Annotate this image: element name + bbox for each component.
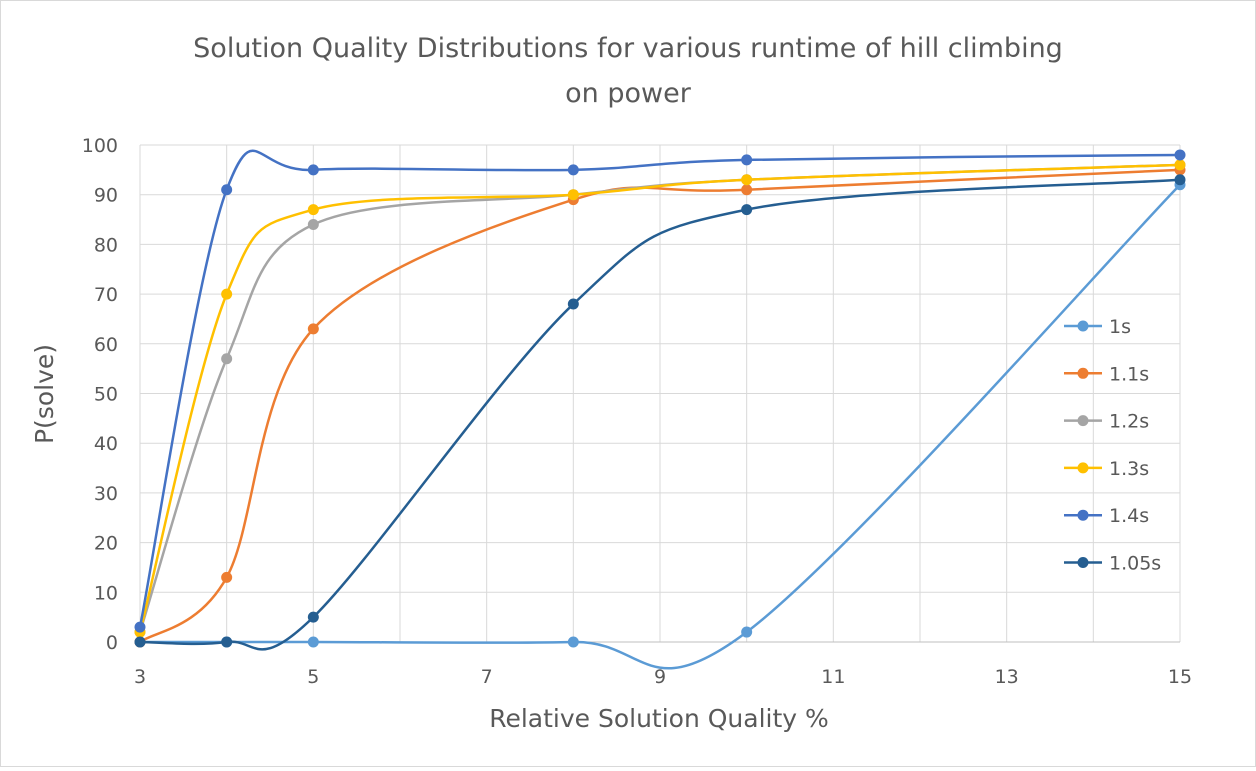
y-tick-label: 20 bbox=[94, 533, 118, 555]
x-axis-label: Relative Solution Quality % bbox=[489, 704, 829, 733]
y-tick-label: 30 bbox=[94, 483, 118, 505]
chart-title-line-2: on power bbox=[565, 78, 692, 109]
x-tick-label: 11 bbox=[821, 666, 845, 688]
x-tick-label: 9 bbox=[654, 666, 666, 688]
legend-label: 1.4s bbox=[1109, 505, 1149, 527]
legend-marker bbox=[1077, 415, 1089, 427]
data-point bbox=[1174, 149, 1186, 161]
data-point bbox=[307, 611, 319, 623]
x-tick-label: 7 bbox=[481, 666, 493, 688]
data-point bbox=[567, 189, 579, 201]
legend-item: 1.1s bbox=[1064, 363, 1149, 385]
y-axis-label: P(solve) bbox=[30, 344, 59, 444]
data-point bbox=[741, 626, 753, 638]
data-point bbox=[221, 353, 233, 365]
series-line bbox=[138, 163, 1181, 633]
data-point bbox=[221, 636, 233, 648]
legend-marker bbox=[1077, 462, 1089, 474]
axis-ticks: 0 10 20 30 40 50 60 70 80 90 100 3 5 7 9 11 13 15 bbox=[82, 135, 1192, 688]
data-point bbox=[1174, 159, 1186, 171]
data-point bbox=[567, 164, 579, 176]
data-point bbox=[307, 219, 319, 231]
y-tick-label: 80 bbox=[94, 234, 118, 256]
data-point bbox=[307, 636, 319, 648]
legend-label: 1.3s bbox=[1109, 458, 1149, 480]
legend-marker bbox=[1077, 557, 1089, 568]
legend-marker bbox=[1077, 509, 1089, 521]
y-tick-label: 10 bbox=[94, 582, 118, 604]
legend-label: 1s bbox=[1109, 316, 1131, 338]
legend-item: 1s bbox=[1064, 316, 1131, 338]
series-1.05s bbox=[134, 174, 1186, 651]
legend-marker bbox=[1077, 367, 1089, 379]
data-point bbox=[307, 164, 319, 176]
data-point bbox=[741, 174, 753, 186]
x-tick-label: 5 bbox=[307, 666, 319, 688]
data-point bbox=[221, 571, 233, 583]
series-line bbox=[139, 178, 1181, 651]
y-tick-label: 70 bbox=[94, 284, 118, 306]
legend-label: 1.05s bbox=[1109, 553, 1161, 575]
data-point bbox=[567, 636, 579, 648]
data-point bbox=[741, 204, 753, 216]
legend-label: 1.1s bbox=[1109, 363, 1149, 385]
legend-item: 1.4s bbox=[1064, 505, 1149, 527]
legend-marker bbox=[1077, 320, 1089, 332]
x-tick-label: 3 bbox=[134, 666, 146, 688]
data-point bbox=[134, 621, 146, 633]
data-point bbox=[307, 204, 319, 216]
data-point bbox=[567, 298, 579, 310]
legend: 1s 1.1s 1.2s 1.3s 1.4s 1.05s bbox=[1064, 316, 1161, 575]
y-tick-label: 100 bbox=[82, 135, 118, 157]
chart-title-line-1: Solution Quality Distributions for vario… bbox=[193, 33, 1063, 64]
data-point bbox=[741, 184, 753, 196]
data-point bbox=[134, 636, 146, 648]
data-point bbox=[741, 154, 753, 166]
y-tick-label: 90 bbox=[94, 185, 118, 207]
data-point bbox=[221, 184, 233, 196]
series-line bbox=[138, 149, 1181, 628]
legend-item: 1.3s bbox=[1064, 458, 1149, 480]
series-1.4s bbox=[134, 149, 1186, 633]
y-tick-label: 50 bbox=[94, 384, 118, 406]
series-layer bbox=[134, 149, 1186, 670]
legend-item: 1.05s bbox=[1064, 553, 1161, 575]
y-tick-label: 60 bbox=[94, 334, 118, 356]
grid bbox=[139, 144, 1181, 643]
legend-label: 1.2s bbox=[1109, 411, 1149, 433]
y-tick-label: 0 bbox=[106, 632, 118, 654]
x-tick-label: 13 bbox=[995, 666, 1019, 688]
legend-item: 1.2s bbox=[1064, 411, 1149, 433]
data-point bbox=[307, 323, 319, 335]
data-point bbox=[1174, 174, 1186, 186]
x-tick-label: 15 bbox=[1168, 666, 1192, 688]
data-point bbox=[221, 288, 233, 300]
y-tick-label: 40 bbox=[94, 433, 118, 455]
